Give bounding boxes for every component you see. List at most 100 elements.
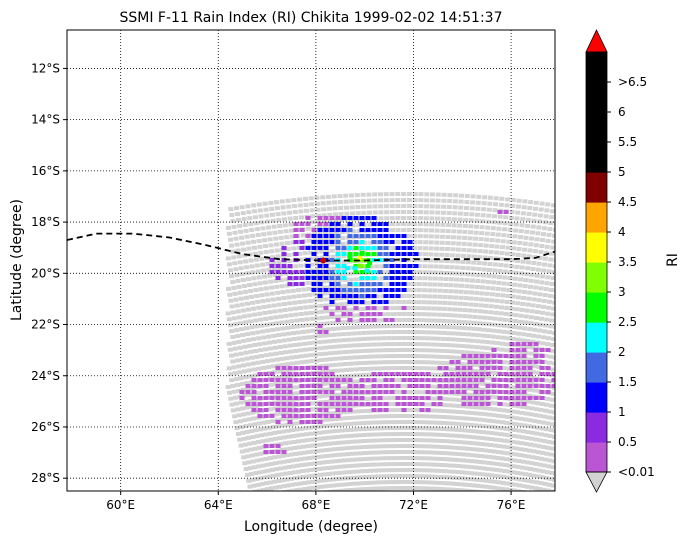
swath-pixel (412, 198, 418, 203)
swath-pixel (391, 312, 396, 317)
swath-pixel (461, 386, 467, 391)
swath-pixel (248, 349, 254, 354)
swath-pixel (513, 228, 519, 233)
swath-pixel (475, 483, 481, 488)
swath-pixel (324, 363, 330, 368)
swath-pixel (421, 312, 427, 317)
swath-pixel (303, 202, 309, 207)
swath-pixel (516, 198, 522, 203)
swath-pixel (538, 249, 544, 254)
rain-pixel (335, 402, 341, 406)
rain-core-cell (347, 255, 353, 260)
colorbar-tick-label: 1.5 (618, 375, 637, 389)
rain-pixel (335, 378, 341, 382)
swath-pixel (227, 292, 233, 297)
swath-pixel (448, 451, 454, 456)
swath-pixel (314, 443, 320, 448)
swath-pixel (342, 470, 348, 475)
swath-pixel (362, 445, 368, 449)
swath-pixel (442, 294, 448, 299)
swath-pixel (261, 305, 267, 309)
swath-pixel (341, 452, 347, 457)
swath-pixel (515, 252, 521, 257)
swath-pixel (231, 285, 237, 290)
rain-pixel (383, 294, 389, 298)
swath-pixel (385, 312, 391, 317)
swath-pixel (452, 385, 458, 390)
rain-pixel (335, 240, 341, 244)
rain-pixel (467, 402, 473, 406)
swath-pixel (298, 263, 304, 268)
swath-pixel (498, 202, 504, 207)
swath-pixel (459, 283, 464, 288)
swath-pixel (348, 277, 354, 282)
swath-pixel (473, 459, 479, 464)
rain-pixel (371, 222, 377, 226)
rain-pixel (503, 354, 509, 358)
swath-pixel (436, 432, 442, 437)
swath-pixel (401, 420, 407, 424)
swath-pixel (392, 408, 398, 413)
swath-pixel (294, 488, 300, 491)
swath-pixel (476, 261, 482, 265)
swath-pixel (450, 241, 456, 246)
swath-pixel (405, 426, 411, 430)
swath-pixel (347, 271, 353, 276)
swath-pixel (353, 445, 359, 450)
swath-pixel (317, 285, 322, 290)
swath-pixel (462, 374, 468, 379)
rain-pixel (293, 372, 299, 376)
swath-pixel (549, 397, 555, 402)
swath-pixel (381, 360, 387, 365)
swath-pixel (484, 237, 490, 242)
swath-pixel (265, 359, 270, 364)
swath-pixel (353, 361, 359, 366)
swath-pixel (506, 366, 512, 371)
swath-pixel (281, 338, 287, 343)
swath-pixel (266, 231, 272, 236)
swath-pixel (278, 350, 284, 355)
swath-pixel (475, 333, 481, 338)
swath-pixel (442, 475, 448, 480)
swath-pixel (459, 470, 465, 475)
swath-pixel (323, 357, 329, 362)
swath-pixel (540, 274, 546, 279)
swath-pixel (373, 493, 378, 497)
swath-pixel (303, 311, 309, 316)
swath-pixel (422, 252, 428, 257)
rain-pixel (323, 414, 329, 418)
swath-pixel (396, 360, 402, 364)
rain-pixel (293, 240, 299, 244)
swath-pixel (434, 480, 440, 485)
swath-pixel (511, 288, 517, 293)
swath-pixel (354, 379, 360, 384)
rain-pixel (539, 348, 545, 352)
rain-pixel (365, 390, 371, 394)
swath-pixel (427, 294, 433, 299)
swath-pixel (534, 456, 540, 460)
swath-pixel (451, 319, 457, 324)
swath-pixel (492, 316, 498, 321)
swath-pixel (355, 205, 361, 210)
swath-pixel (300, 438, 306, 443)
swath-pixel (472, 471, 478, 476)
swath-pixel (361, 324, 366, 329)
swath-pixel (395, 240, 401, 244)
swath-pixel (417, 228, 423, 233)
swath-pixel (312, 461, 317, 466)
swath-pixel (434, 234, 440, 239)
swath-pixel (252, 446, 258, 451)
swath-pixel (422, 450, 428, 455)
swath-pixel (304, 438, 310, 443)
swath-pixel (503, 311, 509, 316)
swath-pixel (262, 274, 267, 279)
swath-pixel (540, 426, 545, 431)
swath-pixel (281, 368, 287, 373)
swath-pixel (458, 482, 464, 487)
swath-pixel (416, 294, 422, 299)
swath-pixel (337, 278, 343, 283)
swath-pixel (256, 391, 261, 396)
rain-pixel (401, 282, 407, 286)
swath-pixel (455, 415, 461, 420)
rain-pixel (485, 384, 491, 388)
